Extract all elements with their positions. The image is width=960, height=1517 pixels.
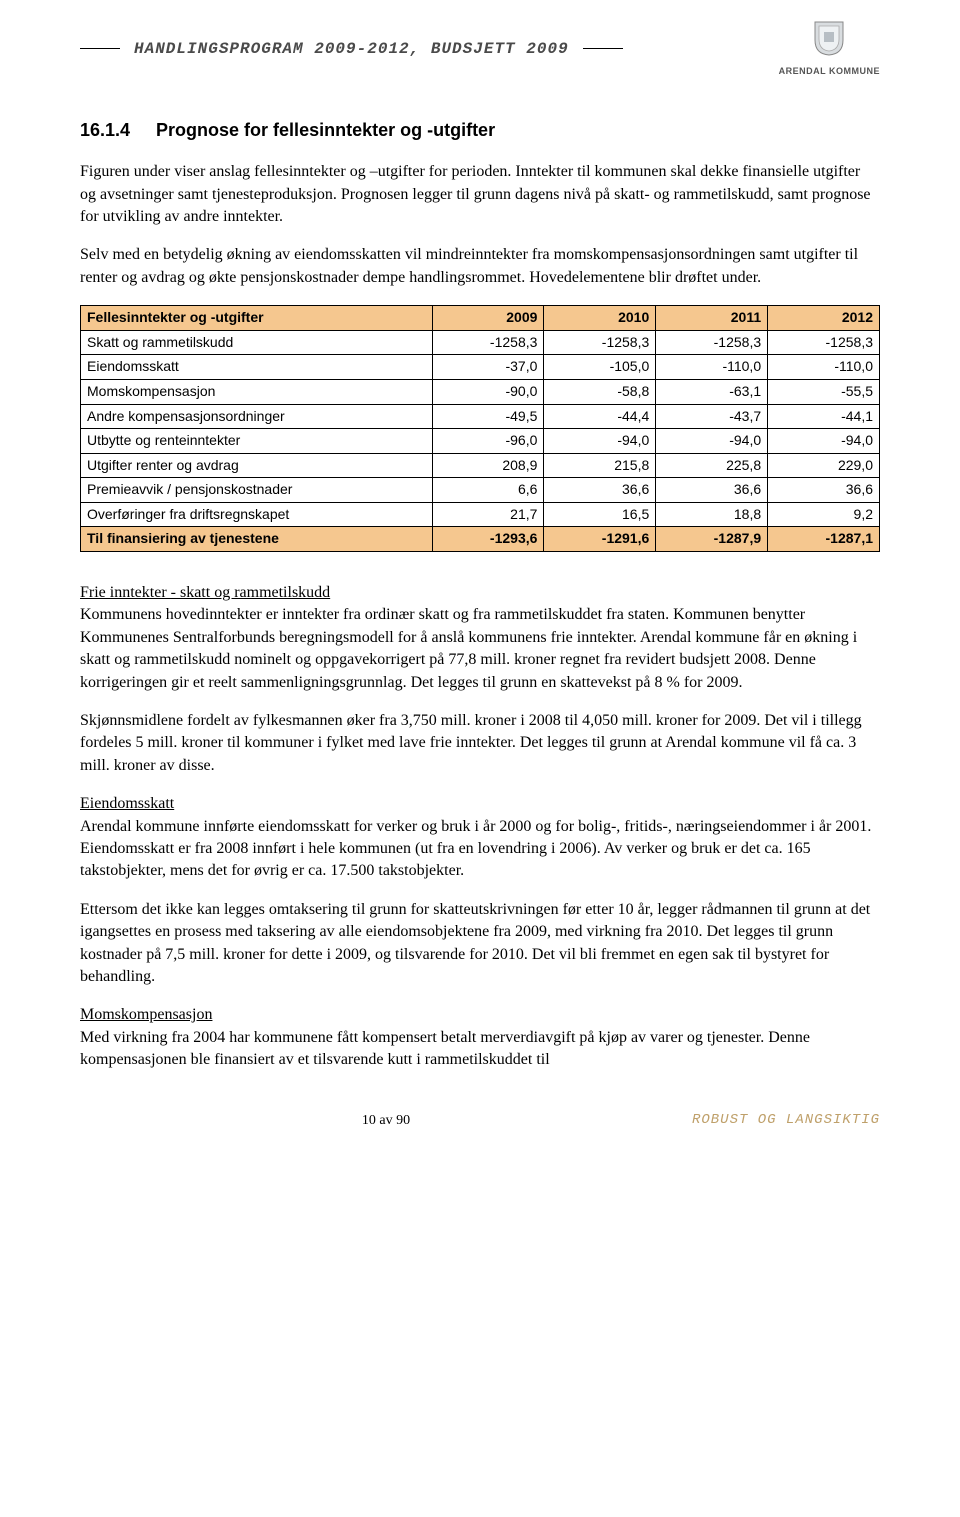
header-rule-left: [80, 48, 120, 49]
skjonn-paragraph: Skjønnsmidlene fordelt av fylkesmannen ø…: [80, 710, 880, 777]
table-column-header: 2009: [432, 306, 544, 331]
table-cell-value: 36,6: [656, 478, 768, 503]
eiendomsskatt-heading: Eiendomsskatt: [80, 793, 880, 815]
table-cell-label: Overføringer fra driftsregnskapet: [81, 502, 433, 527]
header-title: HANDLINGSPROGRAM 2009-2012, BUDSJETT 200…: [134, 38, 569, 60]
table-cell-value: -1258,3: [432, 330, 544, 355]
table-cell-value: -94,0: [544, 429, 656, 454]
table-cell-value: -44,1: [768, 404, 880, 429]
table-body: Skatt og rammetilskudd-1258,3-1258,3-125…: [81, 330, 880, 551]
table-cell-value: 36,6: [544, 478, 656, 503]
table-cell-value: 9,2: [768, 502, 880, 527]
page-number: 10 av 90: [362, 1111, 410, 1131]
table-row: Til finansiering av tjenestene-1293,6-12…: [81, 527, 880, 552]
table-cell-value: 21,7: [432, 502, 544, 527]
table-cell-value: -94,0: [768, 429, 880, 454]
table-row: Momskompensasjon-90,0-58,8-63,1-55,5: [81, 379, 880, 404]
table-cell-value: -1258,3: [768, 330, 880, 355]
table-cell-label: Andre kompensasjonsordninger: [81, 404, 433, 429]
table-cell-label: Momskompensasjon: [81, 379, 433, 404]
header-rule-right: [583, 48, 623, 49]
table-cell-value: -1287,9: [656, 527, 768, 552]
table-cell-value: -43,7: [656, 404, 768, 429]
section-heading: Prognose for fellesinntekter og -utgifte…: [156, 118, 495, 143]
org-logo: ARENDAL KOMMUNE: [779, 20, 880, 78]
table-cell-value: -90,0: [432, 379, 544, 404]
section-number: 16.1.4: [80, 118, 130, 143]
table-cell-value: -1291,6: [544, 527, 656, 552]
fellesinntekter-table: Fellesinntekter og -utgifter200920102011…: [80, 305, 880, 552]
table-cell-value: -1293,6: [432, 527, 544, 552]
table-cell-label: Skatt og rammetilskudd: [81, 330, 433, 355]
frie-inntekter-heading: Frie inntekter - skatt og rammetilskudd: [80, 582, 880, 604]
table-cell-value: 36,6: [768, 478, 880, 503]
org-name: ARENDAL KOMMUNE: [779, 65, 880, 78]
table-cell-value: 225,8: [656, 453, 768, 478]
table-row: Eiendomsskatt-37,0-105,0-110,0-110,0: [81, 355, 880, 380]
table-cell-value: -44,4: [544, 404, 656, 429]
table-cell-label: Utgifter renter og avdrag: [81, 453, 433, 478]
table-header-row: Fellesinntekter og -utgifter200920102011…: [81, 306, 880, 331]
table-cell-value: -94,0: [656, 429, 768, 454]
table-cell-value: 215,8: [544, 453, 656, 478]
table-row: Andre kompensasjonsordninger-49,5-44,4-4…: [81, 404, 880, 429]
table-cell-value: -110,0: [656, 355, 768, 380]
table-cell-value: -96,0: [432, 429, 544, 454]
page-header: HANDLINGSPROGRAM 2009-2012, BUDSJETT 200…: [80, 20, 880, 78]
table-column-header: Fellesinntekter og -utgifter: [81, 306, 433, 331]
table-cell-value: 6,6: [432, 478, 544, 503]
table-cell-label: Eiendomsskatt: [81, 355, 433, 380]
table-row: Skatt og rammetilskudd-1258,3-1258,3-125…: [81, 330, 880, 355]
frie-inntekter-body: Kommunens hovedinntekter er inntekter fr…: [80, 604, 880, 694]
crest-icon: [813, 20, 845, 63]
table-cell-value: -49,5: [432, 404, 544, 429]
page-footer: 10 av 90 ROBUST OG LANGSIKTIG: [80, 1111, 880, 1131]
header-left: HANDLINGSPROGRAM 2009-2012, BUDSJETT 200…: [80, 38, 759, 60]
eiendomsskatt-body: Arendal kommune innførte eiendomsskatt f…: [80, 816, 880, 883]
table-column-header: 2011: [656, 306, 768, 331]
table-row: Overføringer fra driftsregnskapet21,716,…: [81, 502, 880, 527]
table-row: Premieavvik / pensjonskostnader6,636,636…: [81, 478, 880, 503]
table-cell-value: -55,5: [768, 379, 880, 404]
table-cell-value: -63,1: [656, 379, 768, 404]
table-cell-value: -58,8: [544, 379, 656, 404]
table-cell-value: -1258,3: [544, 330, 656, 355]
table-row: Utbytte og renteinntekter-96,0-94,0-94,0…: [81, 429, 880, 454]
table-cell-value: -105,0: [544, 355, 656, 380]
table-cell-value: -110,0: [768, 355, 880, 380]
table-cell-label: Premieavvik / pensjonskostnader: [81, 478, 433, 503]
intro-paragraph-1: Figuren under viser anslag fellesinntekt…: [80, 161, 880, 228]
intro-paragraph-2: Selv med en betydelig økning av eiendoms…: [80, 244, 880, 289]
table-cell-value: 16,5: [544, 502, 656, 527]
momskompensasjon-body: Med virkning fra 2004 har kommunene fått…: [80, 1027, 880, 1072]
table-cell-value: 208,9: [432, 453, 544, 478]
table-cell-value: -1258,3: [656, 330, 768, 355]
footer-motto: ROBUST OG LANGSIKTIG: [692, 1111, 880, 1131]
momskompensasjon-heading: Momskompensasjon: [80, 1004, 880, 1026]
table-cell-label: Utbytte og renteinntekter: [81, 429, 433, 454]
table-cell-value: -37,0: [432, 355, 544, 380]
table-column-header: 2012: [768, 306, 880, 331]
table-cell-value: 18,8: [656, 502, 768, 527]
section-heading-row: 16.1.4 Prognose for fellesinntekter og -…: [80, 118, 880, 143]
ettersom-paragraph: Ettersom det ikke kan legges omtaksering…: [80, 899, 880, 989]
table-column-header: 2010: [544, 306, 656, 331]
table-cell-value: 229,0: [768, 453, 880, 478]
table-row: Utgifter renter og avdrag208,9215,8225,8…: [81, 453, 880, 478]
table-cell-value: -1287,1: [768, 527, 880, 552]
table-cell-label: Til finansiering av tjenestene: [81, 527, 433, 552]
